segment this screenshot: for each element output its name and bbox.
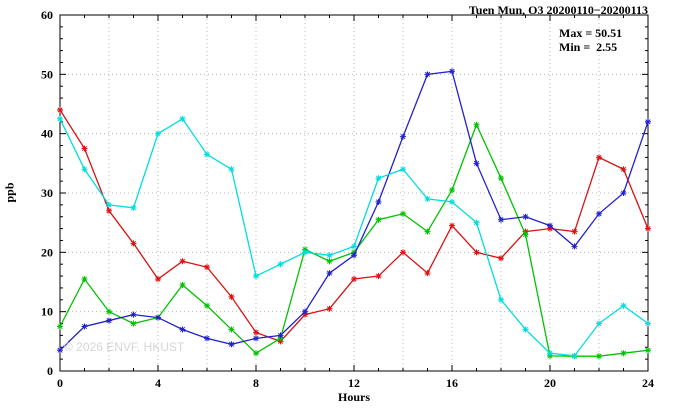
- y-tick-label: 20: [41, 245, 53, 259]
- y-tick-label: 60: [41, 8, 53, 22]
- x-tick-label: 16: [446, 376, 458, 390]
- y-tick-label: 30: [41, 186, 53, 200]
- x-tick-label: 24: [642, 376, 654, 390]
- series-day3-blue-line: [59, 70, 649, 351]
- x-axis-label: Hours: [337, 390, 370, 404]
- x-tick-label: 8: [253, 376, 259, 390]
- y-tick-label: 0: [47, 364, 53, 378]
- x-tick-label: 4: [155, 376, 161, 390]
- watermark: © 2026 ENVF, HKUST: [64, 340, 185, 354]
- min-annotation: Min = 2.55: [559, 40, 618, 54]
- chart-title: Tuen Mun, O3 20200110−20200113: [468, 3, 648, 17]
- y-tick-label: 10: [41, 305, 53, 319]
- y-tick-label: 40: [41, 127, 53, 141]
- x-tick-label: 12: [348, 376, 360, 390]
- series-day1-red-line: [59, 109, 649, 343]
- x-tick-label: 20: [544, 376, 556, 390]
- y-axis-label: ppb: [2, 182, 17, 203]
- x-tick-label: 0: [57, 376, 63, 390]
- y-tick-label: 50: [41, 67, 53, 81]
- max-annotation: Max = 50.51: [559, 26, 623, 40]
